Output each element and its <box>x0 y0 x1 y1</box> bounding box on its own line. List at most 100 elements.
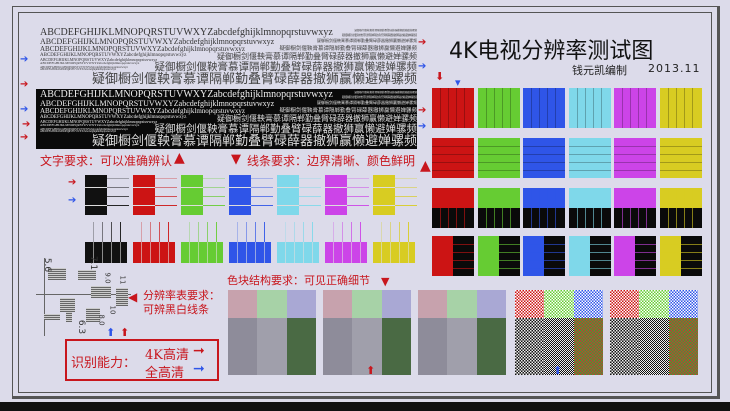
grid-tile-vertical <box>659 88 702 128</box>
latin-text-line: ABCDEFGHIJKLMNOPQRSTUVWXYZabcdefghijklmn… <box>40 107 245 115</box>
horizontal-line <box>203 187 225 188</box>
horizontal-line <box>523 162 565 163</box>
latin-text-line: ABCDEFGHIJKLMNOPQRSTUVWXYZabcdefghijklmn… <box>40 115 187 120</box>
chinese-text-line: 疑御橱剑偃鞅膏慕谭隔郸勤叠臂碌薛器撤狮赢懒避婵骡频 <box>91 71 417 87</box>
vertical-line <box>675 88 677 128</box>
horizontal-line <box>568 244 611 245</box>
triangle-left-icon: ◀ <box>128 290 138 304</box>
horizontal-line <box>659 260 702 261</box>
color-block-top <box>515 290 545 318</box>
chinese-text-line: 疑御橱剑偃鞅膏慕谭隔郸勤叠臂碌薛器撤狮赢懒避婵骡频 <box>317 38 417 43</box>
horizontal-line <box>614 260 656 261</box>
vertical-line <box>576 188 578 228</box>
horizontal-line <box>107 187 129 188</box>
horizontal-line <box>347 178 369 179</box>
vertical-line <box>683 188 685 228</box>
vertical-line <box>555 188 556 228</box>
horizontal-line <box>568 170 611 171</box>
ability-fullhd: 全高清 <box>145 366 185 381</box>
chinese-text-line: 疑御橱剑偃鞅膏慕谭隔郸勤叠臂碌薛器撤狮赢懒避婵骡频 <box>154 60 418 73</box>
color-bar-rect <box>373 242 415 263</box>
horizontal-line <box>568 268 611 269</box>
author: 钱元凯编制 <box>572 64 627 77</box>
vertical-line <box>646 188 647 228</box>
latin-text-line: ABCDEFGHIJKLMNOPQRSTUVWXYZabcdefghijklmn… <box>40 89 333 100</box>
color-block-bottom <box>228 318 258 375</box>
horizontal-line <box>395 205 417 206</box>
resolution-requirement-line1: 分辨率表要求： <box>143 289 220 302</box>
arrow-red-icon: ➔ <box>22 119 31 130</box>
vertical-line <box>485 188 487 228</box>
horizontal-line <box>251 196 273 197</box>
horizontal-line <box>325 187 347 188</box>
line-requirement-label: 线条要求：边界清晰、颜色鲜明 <box>247 154 416 168</box>
vertical-line <box>246 242 247 263</box>
vertical-line <box>216 222 217 242</box>
color-block-panel <box>323 290 411 375</box>
latin-text-line: ABCDEFGHIJKLMNOPQRSTUVWXYZabcdefghijklmn… <box>40 67 116 71</box>
latin-text-line: ABCDEFGHIJKLMNOPQRSTUVWXYZabcdefghijklmn… <box>40 37 275 46</box>
resolution-wedge <box>48 268 66 280</box>
horizontal-line <box>659 170 702 171</box>
vertical-line <box>539 88 540 128</box>
vertical-line <box>408 242 409 263</box>
vertical-line <box>150 242 151 263</box>
horizontal-line <box>614 252 656 253</box>
grid-tile-vertical <box>614 88 656 128</box>
vertical-line <box>464 188 465 228</box>
axis-line <box>44 258 45 336</box>
arrow-blue-icon: ➔ <box>20 104 29 115</box>
horizontal-line <box>432 252 474 253</box>
color-bar-square <box>229 175 251 215</box>
vertical-line <box>198 222 199 242</box>
horizontal-line <box>395 178 417 179</box>
vertical-line <box>264 222 265 242</box>
vertical-line <box>390 222 391 242</box>
vertical-line <box>294 242 295 263</box>
arrow-blue-icon: ⬆ <box>553 364 563 377</box>
horizontal-line <box>523 268 565 269</box>
vertical-line <box>207 222 208 242</box>
color-bar-rect <box>181 242 223 263</box>
horizontal-line <box>477 244 520 245</box>
color-block-bottom <box>323 318 353 375</box>
text-sample-dark: ABCDEFGHIJKLMNOPQRSTUVWXYZabcdefghijklmn… <box>36 89 417 149</box>
horizontal-line <box>251 187 273 188</box>
horizontal-line <box>432 268 474 269</box>
resolution-number: 6.3 <box>76 319 87 335</box>
horizontal-line <box>229 187 251 188</box>
vertical-line <box>237 242 238 263</box>
vertical-line <box>360 222 361 242</box>
vertical-line <box>168 242 169 263</box>
arrow-blue-icon: ➔ <box>20 54 29 65</box>
arrow-blue-icon: ➔ <box>68 195 77 206</box>
vertical-line <box>93 242 94 263</box>
vertical-line <box>501 88 503 128</box>
color-bar-rect <box>325 242 367 263</box>
text-requirement-label: 文字要求：可以准确辨认 <box>40 154 173 168</box>
color-block-bottom <box>381 318 411 375</box>
vertical-line <box>440 88 441 128</box>
color-bar-rect <box>229 242 271 263</box>
arrow-red-icon: ➔ <box>20 79 29 90</box>
vertical-line <box>159 222 160 242</box>
horizontal-line <box>523 260 565 261</box>
vertical-line <box>622 188 623 228</box>
vertical-line <box>351 222 352 242</box>
resolution-wedge <box>44 314 60 320</box>
horizontal-line <box>277 187 299 188</box>
chinese-text-line: 疑御橱剑偃鞅膏慕谭隔郸勤叠臂碌薛器撤狮赢懒避婵骡频 <box>317 100 417 105</box>
vertical-line <box>630 188 631 228</box>
vertical-line <box>547 88 548 128</box>
vertical-line <box>691 188 693 228</box>
color-block-bottom <box>639 318 669 375</box>
vertical-line <box>448 188 449 228</box>
color-block-panel <box>515 290 603 375</box>
horizontal-line <box>477 162 520 163</box>
horizontal-line <box>432 162 474 163</box>
vertical-line <box>159 242 160 263</box>
latin-text-line: ABCDEFGHIJKLMNOPQRSTUVWXYZabcdefghijklmn… <box>40 119 158 124</box>
color-block-top <box>573 290 603 318</box>
vertical-line <box>592 188 594 228</box>
vertical-line <box>547 188 548 228</box>
